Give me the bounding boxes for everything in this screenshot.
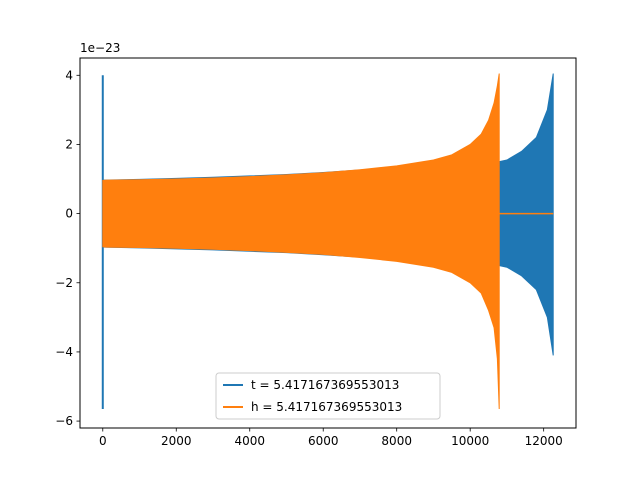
legend-box xyxy=(215,372,441,420)
x-tick-label: 6000 xyxy=(308,434,339,448)
y-tick-label: 0 xyxy=(65,207,73,221)
y-axis: −6 −4 −2 0 2 4 xyxy=(55,68,80,428)
legend-label: t = 5.417167369553013 xyxy=(251,378,399,392)
y-tick-label: 2 xyxy=(65,137,73,151)
series-2-oscillation-band xyxy=(102,73,500,409)
x-tick-label: 4000 xyxy=(234,434,265,448)
y-tick-label: 4 xyxy=(65,68,73,82)
y-tick-label: −6 xyxy=(55,414,73,428)
y-offset-label: 1e−23 xyxy=(80,41,120,55)
series-2 xyxy=(102,73,554,409)
x-tick-label: 0 xyxy=(99,434,107,448)
x-tick-label: 12000 xyxy=(525,434,563,448)
legend-label: h = 5.417167369553013 xyxy=(251,400,402,414)
y-tick-label: −4 xyxy=(55,345,73,359)
axes-frame xyxy=(79,57,577,429)
x-tick-label: 8000 xyxy=(381,434,412,448)
x-axis: 0 2000 4000 6000 8000 10000 12000 xyxy=(99,428,563,448)
x-tick-label: 2000 xyxy=(161,434,192,448)
legend: t = 5.417167369553013 h = 5.4171673695530… xyxy=(215,372,441,420)
y-tick-label: −2 xyxy=(55,276,73,290)
series-layer xyxy=(101,73,554,409)
x-tick-label: 10000 xyxy=(451,434,489,448)
